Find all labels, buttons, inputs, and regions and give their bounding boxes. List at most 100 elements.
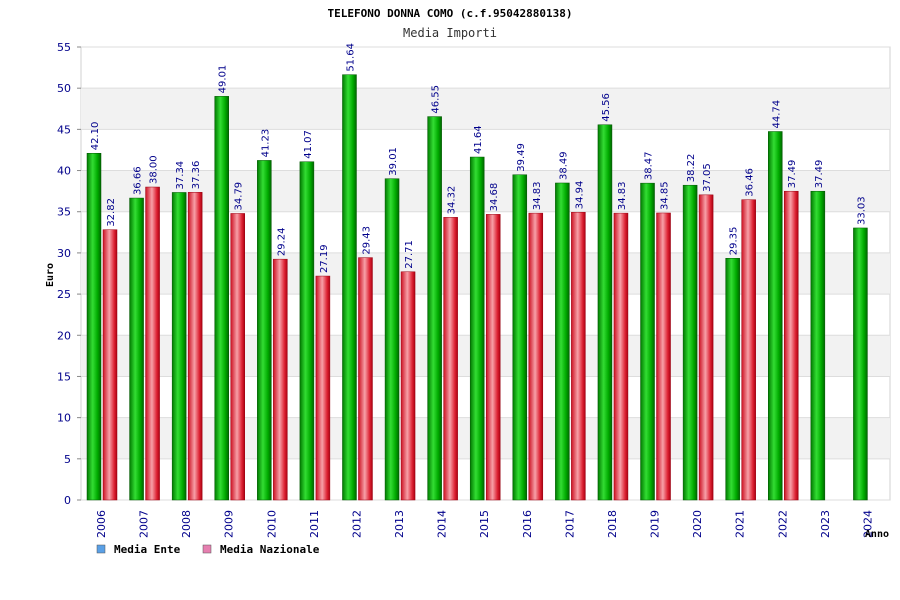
- x-axis-label: Anno: [865, 529, 889, 540]
- y-tick-label: 35: [57, 206, 71, 219]
- bar-media-nazionale: [358, 257, 373, 501]
- bar-media-ente: [725, 258, 740, 501]
- data-label: 45.56: [601, 93, 612, 122]
- y-tick-label: 15: [57, 370, 71, 383]
- bar-media-ente: [384, 178, 400, 501]
- data-label: 38.22: [686, 154, 697, 183]
- data-label: 36.66: [133, 166, 144, 195]
- y-tick-label: 0: [64, 494, 71, 507]
- x-tick-label: 2021: [734, 510, 747, 538]
- data-label: 29.43: [361, 226, 372, 255]
- bar-media-ente: [427, 116, 442, 501]
- y-tick-label: 5: [64, 453, 71, 466]
- x-tick-label: 2009: [223, 510, 236, 538]
- legend-label: Media Nazionale: [220, 543, 320, 556]
- bar-media-nazionale: [187, 192, 203, 501]
- bar-media-nazionale: [613, 212, 629, 501]
- bar-media-nazionale: [784, 190, 799, 501]
- data-label: 39.01: [388, 147, 399, 176]
- y-tick-label: 20: [57, 329, 71, 342]
- data-label: 38.00: [149, 155, 160, 184]
- data-label: 34.68: [489, 183, 500, 212]
- legend: Media Ente Media Nazionale: [96, 543, 320, 556]
- x-tick-label: 2024: [861, 510, 874, 538]
- bar-media-nazionale: [698, 194, 714, 501]
- data-label: 29.35: [729, 227, 740, 256]
- data-label: 34.94: [574, 181, 585, 210]
- bar-media-nazionale: [571, 211, 586, 501]
- data-label: 34.32: [447, 186, 458, 215]
- x-axis-ticks: 2006 2007 2008 2009 2010 2011 2012 2013 2014 2015…: [95, 510, 874, 538]
- bar-media-nazionale: [102, 229, 118, 501]
- chart-title: TELEFONO DONNA COMO (c.f.95042880138): [327, 7, 572, 20]
- data-label: 38.47: [644, 152, 655, 181]
- bar-media-ente: [640, 182, 655, 501]
- x-tick-label: 2010: [265, 510, 278, 538]
- bar-media-nazionale: [528, 212, 544, 501]
- data-label: 37.49: [814, 160, 825, 189]
- x-tick-label: 2015: [478, 510, 491, 538]
- bar-media-nazionale: [273, 258, 288, 501]
- bar-media-nazionale: [485, 214, 501, 501]
- data-labels: 42.10 32.82 36.66 38.00 37.34 37.36 49.01 34.79…: [90, 43, 867, 273]
- y-tick-label: 50: [57, 82, 71, 95]
- y-tick-label: 25: [57, 288, 71, 301]
- x-tick-label: 2023: [819, 510, 832, 538]
- data-label: 42.10: [90, 122, 101, 151]
- data-label: 37.34: [175, 161, 186, 190]
- y-tick-label: 45: [57, 123, 71, 136]
- data-label: 37.49: [787, 160, 798, 189]
- chart-subtitle: Media Importi: [403, 26, 497, 40]
- legend-swatch: [96, 544, 106, 554]
- bar-media-ente: [257, 160, 272, 501]
- bar-media-nazionale: [400, 271, 416, 501]
- data-label: 39.49: [516, 143, 527, 172]
- bar-media-nazionale: [443, 217, 458, 501]
- bar-media-ente: [512, 174, 528, 501]
- x-tick-label: 2008: [180, 510, 193, 538]
- bar-media-ente: [682, 184, 698, 501]
- x-tick-label: 2018: [606, 510, 619, 538]
- data-label: 37.05: [702, 163, 713, 192]
- data-label: 27.19: [319, 244, 330, 273]
- data-label: 33.03: [856, 196, 867, 225]
- x-tick-label: 2007: [138, 510, 151, 538]
- bar-media-nazionale: [741, 199, 756, 501]
- bar-media-nazionale: [145, 186, 160, 501]
- y-axis-label: Euro: [45, 263, 56, 287]
- data-label: 51.64: [345, 43, 356, 72]
- data-label: 29.24: [276, 228, 287, 257]
- data-label: 38.49: [558, 151, 569, 180]
- bar-media-ente: [129, 197, 144, 501]
- data-label: 34.85: [660, 181, 671, 210]
- bar-media-ente: [342, 74, 357, 501]
- data-label: 37.36: [191, 161, 202, 190]
- x-tick-label: 2011: [308, 510, 321, 538]
- data-label: 41.07: [303, 130, 314, 159]
- bar-media-ente: [214, 96, 229, 501]
- y-axis-ticks: 0 5 10 15 20 25 30 35 40 45 50 55: [57, 41, 81, 507]
- bar-media-ente: [469, 156, 485, 501]
- bar-media-ente: [853, 227, 868, 501]
- y-tick-label: 40: [57, 165, 71, 178]
- data-label: 46.55: [431, 85, 442, 114]
- data-label: 41.23: [260, 129, 271, 158]
- bar-media-ente: [299, 161, 315, 501]
- data-label: 44.74: [771, 100, 782, 129]
- x-tick-label: 2022: [776, 510, 789, 538]
- bar-media-nazionale: [656, 212, 671, 501]
- data-label: 34.83: [532, 181, 543, 210]
- x-tick-label: 2013: [393, 510, 406, 538]
- y-tick-label: 30: [57, 247, 71, 260]
- data-label: 41.64: [473, 125, 484, 154]
- bar-media-ente: [86, 152, 102, 501]
- grid-band: [81, 88, 890, 130]
- data-label: 36.46: [745, 168, 756, 197]
- bar-media-ente: [597, 124, 613, 501]
- bar-media-ente: [555, 182, 570, 501]
- x-tick-label: 2020: [691, 510, 704, 538]
- bar-media-ente: [810, 190, 826, 501]
- y-tick-label: 55: [57, 41, 71, 54]
- bar-media-nazionale: [230, 213, 245, 501]
